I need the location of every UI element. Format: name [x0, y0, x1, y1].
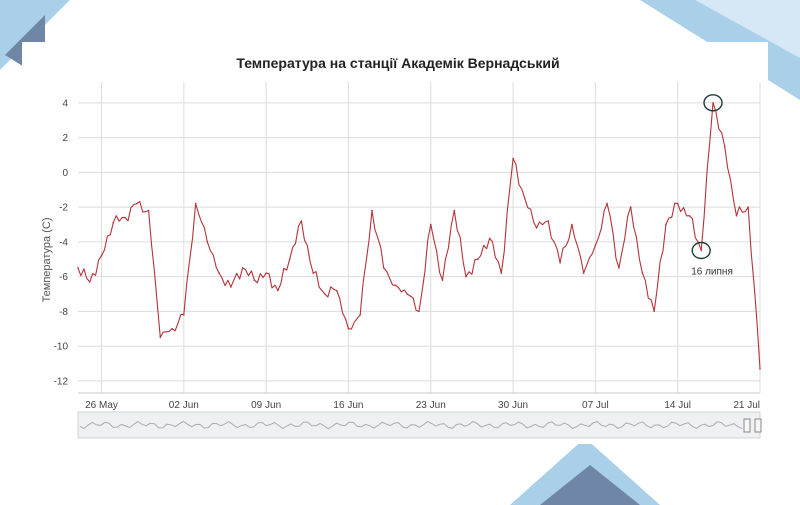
- data-point: [606, 202, 608, 205]
- data-point: [89, 281, 91, 283]
- data-point: [641, 272, 644, 274]
- data-point: [712, 102, 714, 104]
- data-point: [524, 197, 526, 200]
- data-point: [594, 244, 597, 247]
- y-tick-label: -4: [59, 237, 68, 248]
- annotations: 16 липня: [691, 94, 733, 278]
- navigator-handle-right[interactable]: [754, 418, 762, 433]
- data-point: [206, 241, 209, 243]
- data-point: [535, 227, 538, 229]
- x-tick-label: 21 Jul: [733, 400, 760, 411]
- x-tick-label: 23 Jun: [416, 400, 446, 411]
- data-point: [653, 310, 655, 313]
- y-axis-label: Температура (С): [41, 218, 53, 303]
- data-point: [159, 336, 162, 339]
- data-point: [112, 221, 115, 224]
- data-point: [488, 237, 491, 240]
- data-point: [759, 367, 761, 370]
- data-point: [324, 293, 326, 295]
- chart-card: [22, 42, 768, 444]
- data-point: [100, 254, 103, 257]
- data-point: [500, 272, 503, 274]
- data-point: [512, 157, 514, 160]
- x-tick-label: 26 May: [85, 400, 118, 411]
- data-point: [335, 289, 338, 292]
- data-point: [629, 206, 632, 208]
- y-tick-label: -12: [54, 376, 69, 387]
- data-point: [183, 314, 185, 316]
- y-tick-label: -6: [59, 272, 68, 283]
- navigator-handle-left[interactable]: [743, 418, 751, 433]
- chart-title: Температура на станції Академік Вернадсь…: [236, 55, 559, 71]
- data-point: [406, 293, 409, 295]
- y-tick-label: 2: [62, 133, 68, 144]
- data-point: [312, 272, 315, 274]
- x-tick-label: 14 Jul: [664, 400, 691, 411]
- data-point: [430, 223, 432, 226]
- data-point: [265, 272, 267, 274]
- data-point: [124, 216, 126, 219]
- data-point: [77, 267, 79, 269]
- data-point: [547, 220, 550, 222]
- data-point: [347, 327, 350, 330]
- data-point: [453, 209, 456, 212]
- y-axis-ticks: 4 2 0 -2 -4 -6 -8 -10 -12: [54, 98, 69, 387]
- data-point: [241, 267, 244, 269]
- decor-triangle: [540, 465, 640, 505]
- data-point: [665, 223, 667, 226]
- data-point: [723, 145, 726, 148]
- data-point: [394, 284, 397, 287]
- annotation-label: 16 липня: [691, 267, 733, 278]
- x-tick-label: 02 Jun: [169, 400, 199, 411]
- x-tick-label: 09 Jun: [251, 400, 281, 411]
- data-point: [559, 261, 561, 264]
- data-point: [147, 209, 150, 212]
- data-point: [382, 267, 385, 269]
- y-tick-label: -10: [54, 342, 69, 353]
- data-point: [688, 215, 691, 217]
- data-point: [230, 286, 232, 288]
- data-point: [277, 289, 279, 292]
- x-tick-label: 30 Jun: [498, 400, 528, 411]
- data-point: [371, 209, 373, 212]
- data-point: [441, 279, 444, 281]
- data-point: [582, 272, 585, 274]
- annotation-circle: [703, 94, 723, 112]
- x-tick-label: 16 Jun: [333, 400, 363, 411]
- data-point: [218, 272, 220, 274]
- data-point: [477, 258, 479, 261]
- data-point: [735, 215, 738, 217]
- x-axis-ticks: 26 May 02 Jun 09 Jun 16 Jun 23 Jun 30 Jun 07 J…: [85, 400, 760, 411]
- data-point: [359, 314, 362, 316]
- data-point: [136, 202, 138, 205]
- data-point: [618, 267, 620, 269]
- range-navigator[interactable]: [77, 411, 762, 439]
- data-point: [676, 202, 679, 205]
- data-point: [465, 275, 467, 278]
- data-point: [171, 327, 173, 330]
- y-tick-label: 0: [62, 168, 68, 179]
- data-point: [194, 202, 197, 205]
- y-tick-label: -2: [59, 203, 68, 214]
- data-point: [747, 206, 749, 208]
- decor-triangle: [695, 0, 800, 58]
- series-layer: [77, 102, 761, 370]
- data-point: [300, 220, 303, 222]
- data-point: [418, 310, 420, 313]
- x-tick-label: 07 Jul: [582, 400, 609, 411]
- annotation-circle: [691, 241, 711, 260]
- data-point: [700, 249, 702, 252]
- y-tick-label: 4: [62, 98, 68, 109]
- navigator-series: [79, 420, 743, 430]
- y-tick-label: -8: [59, 307, 68, 318]
- data-point: [571, 223, 573, 226]
- data-point: [253, 279, 256, 281]
- data-point: [288, 258, 291, 261]
